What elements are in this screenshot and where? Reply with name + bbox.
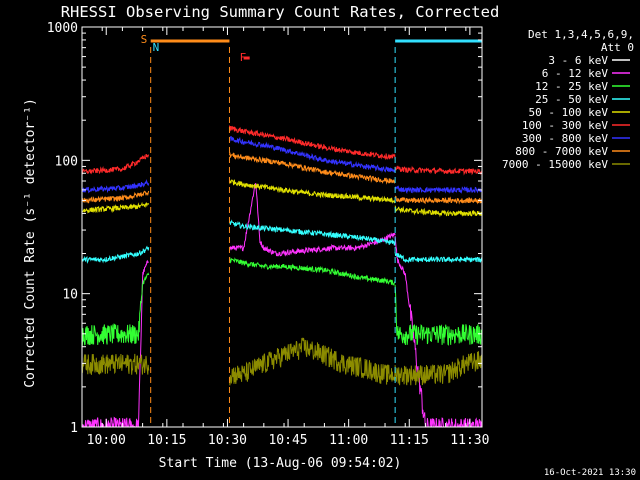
chart-title: RHESSI Observing Summary Count Rates, Co… [61, 3, 500, 21]
legend-entry-label: 800 - 7000 keV [515, 145, 608, 158]
series-line-4-segment-1 [229, 179, 396, 204]
legend-entry-label: 100 - 300 keV [522, 119, 608, 132]
series-line-5-segment-2 [394, 165, 482, 176]
x-tick-label: 10:30 [208, 433, 247, 448]
series-line-8-segment-2 [394, 351, 482, 386]
series-line-6-segment-2 [394, 185, 482, 195]
plot-frame [81, 26, 483, 428]
series-line-3-segment-2 [394, 252, 482, 264]
flag-label-n: N [153, 41, 160, 54]
series-line-6-segment-0 [82, 178, 150, 194]
series-line-6-segment-1 [229, 136, 396, 173]
x-tick-label: 11:00 [329, 433, 368, 448]
legend-entry-label: 3 - 6 keV [548, 54, 608, 67]
axes: 1 10 100 1000 10:00 10:15 10:30 10:45 11:00 11:15… [47, 21, 490, 448]
y-tick-label: 100 [55, 154, 78, 169]
series-line-4-segment-0 [82, 201, 150, 214]
legend-entry-label: 12 - 25 keV [535, 80, 608, 93]
series-line-4-segment-2 [394, 205, 482, 218]
y-tick-label: 10 [62, 288, 78, 303]
legend-header-line: Att 0 [601, 41, 634, 54]
timestamp: 16-Oct-2021 13:30 [544, 468, 636, 478]
series-line-1-segment-2 [394, 236, 482, 427]
series-line-8-segment-1 [229, 337, 396, 386]
series-line-8-segment-0 [82, 353, 150, 375]
series-line-5-segment-0 [82, 153, 150, 176]
legend-entry-label: 300 - 800 keV [522, 132, 608, 145]
x-tick-label: 10:45 [268, 433, 307, 448]
y-tick-label: 1 [70, 421, 78, 436]
series-line-2-segment-1 [229, 256, 396, 286]
series-line-7-segment-1 [229, 152, 396, 185]
legend-entry-label: 25 - 50 keV [535, 93, 608, 106]
x-tick-label: 11:15 [390, 433, 429, 448]
series-line-1-segment-1 [229, 183, 396, 257]
legend-header-line: Det 1,3,4,5,6,9, [528, 28, 634, 41]
y-axis-label: Corrected Count Rate (s⁻¹ detector⁻¹) [23, 98, 38, 388]
y-tick-label: 1000 [47, 21, 78, 36]
flags: SN F [141, 33, 250, 64]
x-tick-label: 10:15 [147, 433, 186, 448]
flag-label-f: F [240, 51, 247, 64]
series-line-7-segment-0 [82, 190, 150, 204]
x-tick-label: 10:00 [87, 433, 126, 448]
series-line-2-segment-2 [394, 284, 482, 346]
series-line-2-segment-0 [82, 272, 150, 346]
x-axis-label: Start Time (13-Aug-06 09:54:02) [159, 456, 402, 471]
flag-label-s: S [141, 33, 148, 46]
legend-entry-label: 7000 - 15000 keV [502, 158, 608, 171]
series-line-5-segment-1 [229, 125, 396, 161]
series-line-7-segment-2 [394, 195, 482, 205]
legend-entry-label: 6 - 12 keV [542, 67, 609, 80]
series-line-3-segment-1 [229, 219, 396, 246]
x-tick-label: 11:30 [450, 433, 489, 448]
series-line-1-segment-0 [82, 259, 149, 427]
series-line-3-segment-0 [82, 245, 150, 264]
legend-entry-label: 50 - 100 keV [529, 106, 609, 119]
